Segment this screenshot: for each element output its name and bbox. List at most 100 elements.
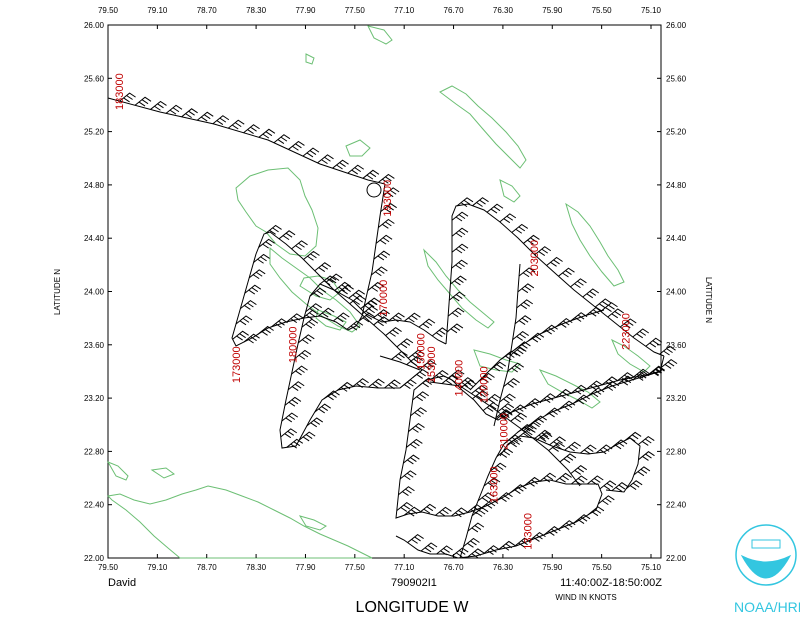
wind-barb-icon: [498, 540, 516, 551]
noaa-bird-icon: [740, 554, 792, 579]
wind-barb-icon: [499, 393, 516, 404]
wind-barb-icon: [441, 374, 459, 385]
wind-barb-icon: [499, 213, 517, 224]
wind-barb-icon: [660, 359, 678, 369]
wind-barb-icon: [451, 211, 469, 222]
lon-tick-label-top: 75.50: [592, 6, 613, 15]
wind-barb-icon: [314, 403, 331, 414]
lat-tick-label-right: 24.40: [666, 234, 687, 243]
wind-barb-icon: [281, 412, 299, 423]
wind-barb-icon: [555, 388, 572, 399]
wind-barb-icon: [347, 164, 365, 175]
wind-barb-icon: [555, 318, 573, 328]
wind-barb-icon: [436, 545, 453, 556]
lat-tick-label-right: 25.60: [666, 74, 687, 83]
wind-barb-icon: [243, 124, 260, 134]
wind-barb-icon: [257, 325, 274, 336]
wind-barb-icon: [447, 307, 465, 318]
time-label: 173000: [231, 346, 243, 383]
time-label: 153000: [426, 346, 438, 383]
wind-barb-icon: [373, 316, 390, 327]
wind-barb-icon: [278, 230, 296, 241]
wind-barb-icon: [467, 522, 485, 533]
lon-tick-label-top: 79.50: [98, 6, 119, 15]
wind-barb-icon: [570, 312, 588, 322]
wind-barb-icon: [431, 369, 449, 380]
wind-barb-icon: [451, 243, 469, 254]
y-axis-title-left: LATITUDE N: [53, 269, 62, 315]
wind-barb-icon: [548, 441, 565, 452]
time-label: 183000: [114, 73, 126, 110]
wind-units: WIND IN KNOTS: [555, 593, 616, 602]
wind-barb-icon: [524, 476, 541, 487]
wind-barb-icon: [478, 372, 495, 383]
wind-barb-icon: [541, 324, 558, 335]
wind-barb-icon: [570, 278, 587, 289]
wind-barb-icon: [594, 298, 612, 309]
lat-tick-label-left: 22.00: [84, 554, 105, 563]
wind-barb-icon: [212, 115, 230, 125]
wind-barb-icon: [659, 345, 676, 356]
wind-barb-icon: [196, 111, 214, 122]
wind-barb-icon: [367, 281, 384, 292]
wind-barb-icon: [378, 173, 395, 184]
lat-tick-label-left: 24.00: [84, 288, 105, 297]
wind-barb-icon: [595, 444, 613, 455]
lat-tick-label-right: 24.80: [666, 181, 687, 190]
wind-barb-icon: [360, 300, 377, 310]
wind-barb-icon: [451, 507, 468, 518]
time-label: 170000: [378, 280, 390, 317]
wind-barb-icon: [570, 475, 588, 486]
wind-barb-icon: [403, 454, 420, 465]
wind-barb-icon: [518, 267, 536, 278]
wind-barb-icon: [371, 266, 388, 277]
lat-tick-label-right: 22.00: [666, 554, 687, 563]
lon-tick-label-bottom: 79.10: [147, 563, 168, 572]
wind-barb-layer: [119, 92, 678, 559]
wind-barb-icon: [457, 377, 475, 387]
wind-barb-icon: [301, 318, 319, 329]
wind-barb-icon: [471, 507, 489, 517]
wind-barb-icon: [297, 334, 315, 345]
wind-barb-icon: [317, 154, 334, 165]
lat-tick-label-left: 22.80: [84, 447, 105, 456]
wind-barb-icon: [524, 398, 542, 409]
wind-barb-icon: [291, 240, 308, 251]
time-label: 133000: [523, 513, 535, 550]
wind-barb-icon: [258, 238, 275, 249]
wind-barb-icon: [448, 291, 466, 302]
wind-barb-icon: [456, 197, 474, 208]
lat-tick-label-left: 24.80: [84, 181, 105, 190]
wind-barb-icon: [336, 381, 354, 392]
wind-barb-icon: [253, 253, 270, 264]
lat-tick-label-right: 22.40: [666, 501, 687, 510]
wind-barb-icon: [419, 360, 437, 370]
time-range: 11:40:00Z-18:50:00Z: [560, 577, 662, 589]
wind-barb-icon: [385, 326, 402, 337]
wind-barb-icon: [286, 313, 304, 324]
wind-barb-icon: [407, 349, 425, 360]
wind-barb-icon: [410, 407, 427, 417]
time-label: 210000: [499, 413, 511, 450]
lon-tick-label-top: 78.30: [246, 6, 267, 15]
wind-barb-icon: [503, 378, 520, 388]
wind-barb-icon: [361, 305, 378, 316]
lon-tick-label-bottom: 75.50: [592, 563, 613, 572]
wind-barb-icon: [497, 403, 515, 413]
flight-track-layer: [107, 97, 665, 559]
wind-barb-icon: [352, 378, 369, 388]
wind-barb-icon: [235, 315, 253, 326]
wind-barb-icon: [332, 312, 350, 323]
wind-barb-icon: [638, 451, 655, 461]
wind-barb-icon: [507, 362, 524, 373]
wind-barb-icon: [380, 203, 397, 213]
wind-barb-icon: [481, 498, 499, 509]
wind-barb-icon: [558, 520, 576, 530]
coastline-layer: [106, 25, 651, 559]
time-label: 140000: [453, 360, 465, 397]
lat-tick-label-left: 25.20: [84, 128, 105, 137]
wind-barb-icon: [305, 303, 322, 313]
wind-barb-icon: [585, 306, 603, 317]
wind-barb-icon: [602, 381, 620, 391]
wind-barb-icon: [286, 438, 304, 449]
